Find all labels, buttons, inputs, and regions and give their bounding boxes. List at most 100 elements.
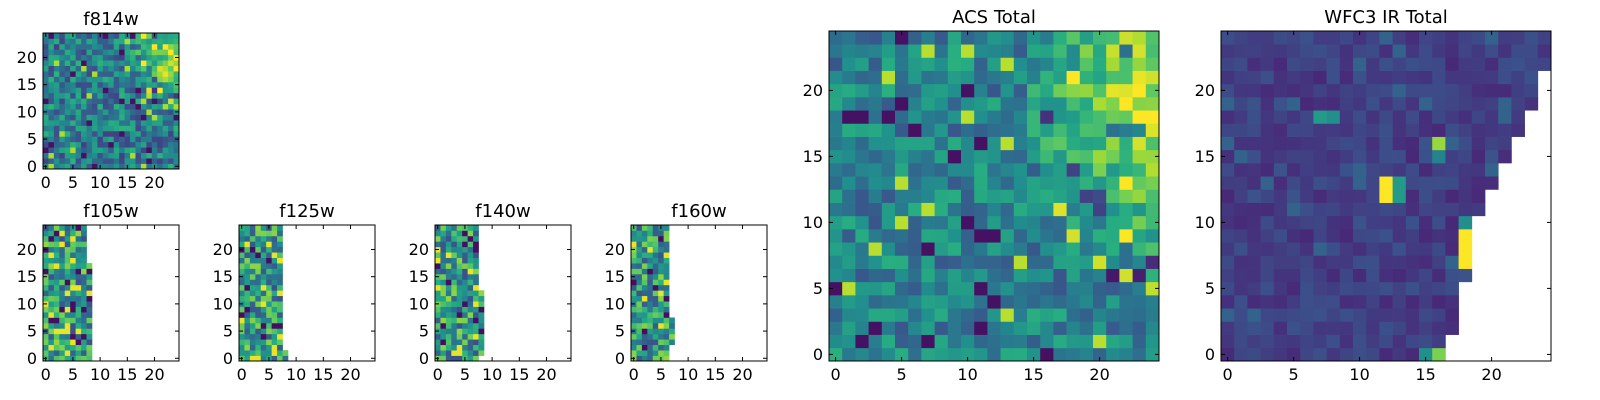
acs_total-pixel <box>868 242 883 256</box>
f814w-pixel <box>151 114 158 121</box>
wfc3_ir_total-pixel <box>1287 229 1301 243</box>
acs_total-pixel <box>934 347 949 362</box>
acs_total-pixel <box>855 31 869 45</box>
acs_total-pixel <box>987 97 1001 111</box>
f105w-pixel <box>59 225 66 231</box>
f160w-pixel <box>647 317 654 324</box>
acs_total-pixel <box>1066 83 1081 98</box>
f140w-pixel <box>467 355 474 362</box>
wfc3_ir_total-pixel <box>1458 189 1473 203</box>
acs_total-pixel <box>1040 44 1054 58</box>
wfc3_ir_total-pixel <box>1247 176 1261 190</box>
acs_total-pixel <box>855 281 869 296</box>
f105w-pixel <box>59 246 66 253</box>
wfc3_ir_total-pixel <box>1326 189 1341 203</box>
f814w-pixel <box>86 120 93 126</box>
f160w-pixel <box>641 306 648 313</box>
f125w-pixel <box>282 350 289 356</box>
acs_total-pixel <box>1053 83 1067 98</box>
acs_total-pixel <box>1093 295 1107 309</box>
wfc3_ir_total-pixel <box>1458 149 1473 164</box>
f814w-pixel <box>173 87 180 94</box>
f140w-pixel <box>435 350 441 356</box>
f140w-pixel <box>440 290 447 297</box>
wfc3_ir_total-pixel <box>1221 268 1235 283</box>
f814w-pixel <box>162 152 169 159</box>
wfc3_ir_total-pixel <box>1273 242 1288 256</box>
f814w-pixel <box>168 125 174 132</box>
wfc3_ir_total-pixel <box>1405 202 1420 217</box>
f160w-pixel <box>658 241 664 248</box>
wfc3_ir_total-pixel <box>1485 176 1499 190</box>
wfc3_ir_total-pixel <box>1326 321 1341 335</box>
f105w-pixel <box>53 350 60 356</box>
f105w-y-tick-label: 20 <box>17 240 37 259</box>
f160w-pixel <box>663 284 670 291</box>
wfc3_ir_total-pixel <box>1511 57 1525 71</box>
acs_total-pixel <box>881 83 896 98</box>
acs_total-pixel <box>1040 255 1054 269</box>
acs_total-pixel <box>1000 308 1015 322</box>
wfc3_ir_total-pixel <box>1313 136 1327 151</box>
f140w-x-tick-label: 0 <box>433 365 443 384</box>
wfc3_ir_total-pixel <box>1419 149 1433 164</box>
f105w-y-tick-label: 5 <box>27 322 37 341</box>
f140w-pixel <box>451 306 458 313</box>
f125w-pixel <box>260 263 267 269</box>
f160w-pixel <box>641 284 648 291</box>
f814w-pixel <box>119 38 125 45</box>
acs_total-pixel <box>974 229 988 243</box>
f125w-x-tick-label: 15 <box>313 365 333 384</box>
acs_total-pixel <box>1132 123 1147 137</box>
acs_total-pixel <box>961 229 975 243</box>
f105w-pixel <box>59 273 66 280</box>
wfc3_ir_total-pixel <box>1300 110 1314 124</box>
f814w-pixel <box>157 98 164 105</box>
f814w-pixel <box>108 87 115 94</box>
f814w-pixel <box>70 54 76 61</box>
acs_total-pixel <box>934 136 949 151</box>
f814w-pixel <box>140 109 147 115</box>
f160w-pixel <box>658 339 664 346</box>
acs_total-pixel <box>1066 149 1081 164</box>
acs_total-pixel <box>987 321 1001 335</box>
f140w-pixel <box>451 312 458 318</box>
acs_total-pixel <box>1066 215 1081 230</box>
f814w-pixel <box>91 152 98 159</box>
wfc3_ir_total-pixel <box>1313 321 1327 335</box>
wfc3_ir_total-pixel <box>1405 268 1420 283</box>
f814w-pixel <box>86 163 93 170</box>
f160w-x-tick-label: 5 <box>656 365 666 384</box>
wfc3_ir_total-pixel <box>1498 70 1512 85</box>
f160w-y-tick-label: 0 <box>615 349 625 368</box>
acs_total-pixel <box>1145 123 1160 137</box>
f160w-pixel <box>641 312 648 318</box>
f105w-x-tick-label: 10 <box>90 365 110 384</box>
f160w-pixel <box>636 273 643 280</box>
f125w-pixel <box>244 317 251 324</box>
acs_total-pixel <box>1013 31 1028 45</box>
wfc3_ir_total-pixel <box>1524 97 1539 111</box>
acs_total-pixel <box>1132 242 1147 256</box>
acs_total-pixel <box>947 295 962 309</box>
f105w-pixel <box>70 252 76 258</box>
wfc3_ir_total-pixel <box>1273 268 1288 283</box>
acs_total-pixel <box>1066 229 1081 243</box>
f105w-pixel <box>53 241 60 248</box>
f814w-pixel <box>81 65 87 72</box>
f814w-pixel <box>102 125 109 132</box>
f814w-pixel <box>86 92 93 99</box>
f814w-pixel <box>113 65 120 72</box>
acs_total-pixel <box>987 123 1001 137</box>
f814w-pixel <box>108 163 115 170</box>
f160w-pixel <box>647 344 654 351</box>
f125w-pixel <box>277 355 283 362</box>
acs_total-pixel <box>1040 123 1054 137</box>
f814w-pixel <box>59 163 66 170</box>
f160w-pixel <box>636 350 643 356</box>
acs_total-pixel <box>974 268 988 283</box>
f160w-y-tick-label: 10 <box>605 294 625 313</box>
acs_total-pixel <box>1093 123 1107 137</box>
acs_total-title: ACS Total <box>952 7 1036 28</box>
f814w-pixel <box>53 65 60 72</box>
